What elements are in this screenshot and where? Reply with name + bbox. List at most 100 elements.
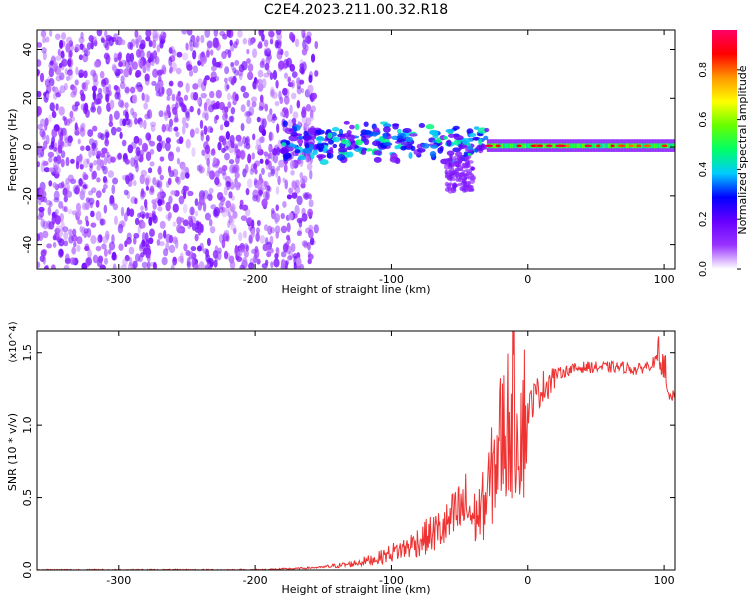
heatmap-cell xyxy=(145,185,150,191)
heatmap-cell xyxy=(511,143,514,149)
heatmap-cell xyxy=(306,31,312,38)
heatmap-cell xyxy=(607,143,610,149)
heatmap-cell xyxy=(360,149,367,155)
heatmap-cell xyxy=(476,144,485,151)
heatmap-cell xyxy=(171,49,177,57)
heatmap-cell xyxy=(254,168,258,175)
heatmap-cell xyxy=(180,171,186,181)
heatmap-cell xyxy=(67,57,74,68)
snr-x-tick-label: -100 xyxy=(379,574,404,587)
heatmap-cell xyxy=(118,61,123,68)
heatmap-cell xyxy=(114,91,120,100)
heatmap-cell xyxy=(447,182,454,186)
heatmap-cell xyxy=(400,141,409,146)
heatmap-cell xyxy=(461,180,467,186)
heatmap-cell xyxy=(72,85,78,96)
heatmap-cell xyxy=(657,143,660,149)
spectrogram-x-tick-label: -100 xyxy=(379,273,404,286)
heatmap-cell xyxy=(499,143,502,149)
heatmap-cell xyxy=(52,182,58,189)
heatmap-cell xyxy=(161,140,166,149)
heatmap-cell xyxy=(86,158,90,165)
heatmap-cell xyxy=(77,138,81,145)
heatmap-cell xyxy=(119,81,126,90)
heatmap-cell xyxy=(290,169,295,176)
heatmap-cell xyxy=(259,60,265,69)
heatmap-cell xyxy=(261,263,268,269)
heatmap-cell xyxy=(261,167,265,175)
heatmap-cell xyxy=(67,69,73,76)
heatmap-cell xyxy=(276,123,280,134)
heatmap-cell xyxy=(48,156,53,163)
heatmap-cell xyxy=(170,264,175,269)
heatmap-cell xyxy=(46,243,52,249)
heatmap-cell xyxy=(610,144,615,148)
heatmap-cell xyxy=(39,255,45,263)
heatmap-cell xyxy=(290,79,295,89)
heatmap-cell xyxy=(88,197,95,206)
heatmap-cell xyxy=(146,261,151,269)
heatmap-cell xyxy=(226,30,232,38)
spectrogram-y-tick-label: -20 xyxy=(21,187,34,205)
heatmap-cell xyxy=(283,88,290,99)
heatmap-cell xyxy=(127,65,132,73)
heatmap-cell xyxy=(287,119,293,128)
heatmap-cell xyxy=(53,61,59,69)
heatmap-cell xyxy=(146,254,151,262)
heatmap-cell xyxy=(266,69,271,76)
heatmap-cell xyxy=(276,146,281,156)
heatmap-cell xyxy=(63,195,68,203)
heatmap-cell xyxy=(162,248,169,257)
heatmap-cell xyxy=(436,137,442,144)
heatmap-cell xyxy=(80,93,86,102)
heatmap-cell xyxy=(275,204,279,212)
heatmap-cell xyxy=(256,258,261,265)
heatmap-cell xyxy=(67,137,72,147)
heatmap-cell xyxy=(583,143,586,149)
heatmap-cell xyxy=(43,167,50,173)
heatmap-cell xyxy=(132,260,138,269)
heatmap-cell xyxy=(429,129,439,136)
heatmap-cell xyxy=(246,99,251,108)
heatmap-cell xyxy=(194,127,200,135)
heatmap-cell xyxy=(117,53,122,62)
heatmap-cell xyxy=(157,206,163,212)
heatmap-cell xyxy=(282,243,289,253)
heatmap-cell xyxy=(186,30,193,36)
heatmap-cell xyxy=(553,143,556,149)
heatmap-cell xyxy=(52,235,57,241)
heatmap-cell xyxy=(199,166,205,174)
heatmap-cell xyxy=(288,212,294,221)
heatmap-cell xyxy=(96,105,102,115)
heatmap-cell xyxy=(508,143,511,149)
heatmap-cell xyxy=(315,135,325,142)
heatmap-cell xyxy=(63,132,68,141)
heatmap-cell xyxy=(147,57,152,64)
heatmap-cell xyxy=(146,109,151,119)
heatmap-cell xyxy=(109,99,115,110)
heatmap-cell xyxy=(185,250,191,257)
heatmap-cell xyxy=(269,248,274,254)
heatmap-cell xyxy=(92,254,99,264)
heatmap-cell xyxy=(226,92,232,101)
heatmap-cell xyxy=(55,55,62,62)
heatmap-cell xyxy=(522,143,525,149)
heatmap-cell xyxy=(246,58,251,64)
heatmap-cell xyxy=(55,225,62,231)
heatmap-cell xyxy=(37,106,43,116)
heatmap-cell xyxy=(145,212,150,220)
heatmap-cell xyxy=(506,143,509,149)
heatmap-cell xyxy=(263,151,269,157)
heatmap-cell xyxy=(300,88,305,94)
heatmap-cell xyxy=(265,158,270,164)
heatmap-cell xyxy=(176,216,182,225)
heatmap-cell xyxy=(115,39,119,46)
heatmap-cell xyxy=(521,143,524,149)
heatmap-cell xyxy=(214,61,222,68)
heatmap-cell xyxy=(37,141,40,148)
heatmap-cell xyxy=(96,177,101,183)
heatmap-cell xyxy=(51,128,58,138)
heatmap-cell xyxy=(265,56,271,65)
heatmap-cell xyxy=(186,257,191,267)
heatmap-cell xyxy=(212,157,217,165)
